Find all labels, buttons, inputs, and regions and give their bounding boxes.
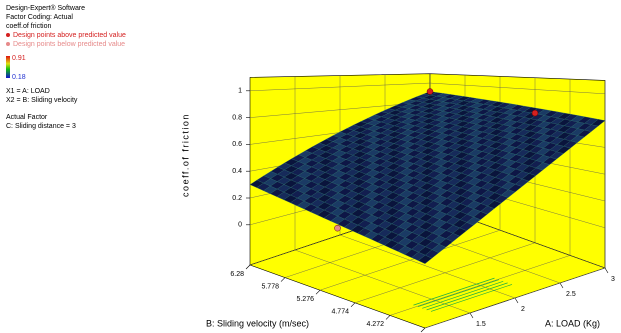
note: coeff.of friction bbox=[6, 23, 52, 30]
z-tick-label: 0.2 bbox=[232, 195, 242, 202]
y-tick bbox=[385, 315, 391, 320]
colorbar-max: 0.91 bbox=[12, 55, 26, 62]
colorbar-min: 0.18 bbox=[12, 74, 26, 81]
z-tick-label: 1 bbox=[238, 88, 242, 95]
surface-cell bbox=[418, 255, 433, 264]
x-tick-label: 2.5 bbox=[566, 291, 576, 298]
note: Factor Coding: Actual bbox=[6, 14, 73, 21]
note: Design-Expert® Software bbox=[6, 4, 85, 12]
grid-line bbox=[354, 242, 536, 303]
legend-label: Design points above predicted value bbox=[13, 32, 126, 39]
x-tick-label: 3 bbox=[611, 276, 615, 283]
y-tick-label: 5.276 bbox=[296, 296, 314, 303]
note: C: Sliding distance = 3 bbox=[6, 123, 76, 130]
note: Actual Factor bbox=[6, 114, 48, 121]
y-tick bbox=[315, 289, 321, 295]
x-axis-label: A: LOAD (Kg) bbox=[545, 318, 600, 328]
grid-line bbox=[424, 267, 606, 329]
y-tick bbox=[280, 277, 286, 282]
x-tick bbox=[514, 297, 519, 304]
grid-line bbox=[319, 230, 501, 291]
x-tick bbox=[469, 312, 474, 319]
x-tick bbox=[559, 282, 564, 289]
x-tick bbox=[604, 267, 609, 274]
x-tick-label: 2 bbox=[521, 306, 525, 313]
y-tick bbox=[245, 264, 251, 270]
legend-label: Design points below predicted value bbox=[13, 41, 125, 48]
note: X2 = B: Sliding velocity bbox=[6, 97, 78, 104]
y-tick-label: 5.778 bbox=[261, 283, 279, 290]
grid-line bbox=[429, 82, 606, 94]
plot: 0 0.2 0.4 0.6 0.8 1 1.5 2 2.5 3 6.28 5.778 5.276 4.77… bbox=[230, 73, 615, 333]
y-tick bbox=[420, 327, 426, 333]
design-point bbox=[531, 109, 539, 117]
grid-line bbox=[339, 234, 516, 299]
y-tick-label: 4.774 bbox=[331, 309, 349, 316]
y-tick-label: 6.28 bbox=[230, 271, 244, 278]
grid-line bbox=[389, 255, 571, 316]
contour-line bbox=[426, 282, 508, 311]
z-tick-label: 0.6 bbox=[232, 141, 242, 148]
z-tick-label: 0 bbox=[238, 222, 242, 229]
contour-line bbox=[417, 279, 499, 308]
contour-line bbox=[430, 284, 513, 312]
z-axis-label: coeff.of friction bbox=[180, 113, 190, 197]
y-tick-label: 4.272 bbox=[366, 321, 384, 328]
grid-line bbox=[294, 249, 471, 314]
color-bar bbox=[6, 56, 10, 78]
legend-marker bbox=[6, 33, 10, 37]
design-point bbox=[426, 88, 434, 95]
legend-marker bbox=[6, 42, 10, 46]
contour-line bbox=[413, 277, 495, 306]
x-tick-label: 1.5 bbox=[476, 321, 486, 328]
y-axis-label: B: Sliding velocity (m/sec) bbox=[206, 318, 309, 328]
note: X1 = A: LOAD bbox=[6, 88, 50, 95]
y-tick bbox=[350, 302, 356, 308]
z-tick-label: 0.4 bbox=[232, 168, 242, 175]
z-tick-label: 0.8 bbox=[232, 114, 242, 121]
contour-line bbox=[422, 280, 504, 309]
design-point bbox=[334, 224, 341, 232]
